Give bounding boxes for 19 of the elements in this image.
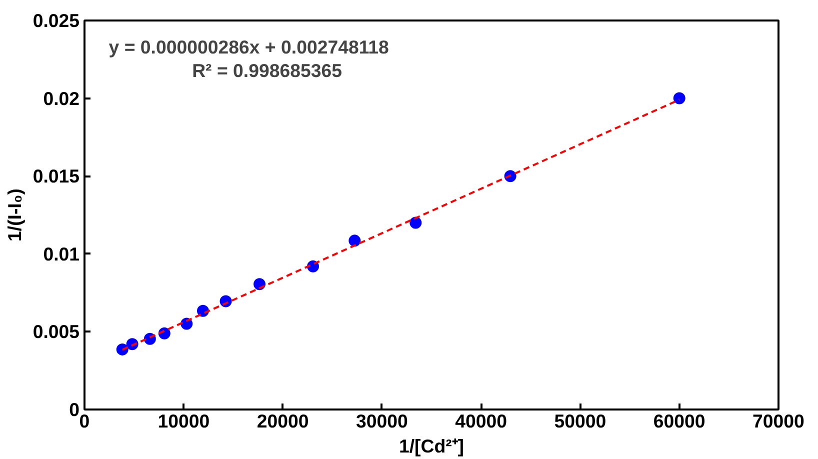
x-tick-label: 20000 <box>256 410 309 432</box>
y-tick-label: 0.02 <box>43 88 80 109</box>
point <box>348 234 361 247</box>
annotation: y = 0.000000286x + 0.002748118 <box>108 36 389 58</box>
y-tick-label: 0.005 <box>32 321 80 342</box>
x-tick-label: 60000 <box>653 410 706 432</box>
y-tick-label: 0.025 <box>32 10 80 31</box>
y-tick-label: 0.015 <box>32 166 80 187</box>
y-axis-title: 1/(I-I₀) <box>4 188 25 242</box>
annotation: R² = 0.998685365 <box>192 60 342 81</box>
x-axis-title: 1/[Cd²⁺] <box>398 436 464 456</box>
point <box>673 92 686 104</box>
x-tick-label: 10000 <box>158 410 210 432</box>
x-tick-label: 30000 <box>356 410 408 432</box>
point <box>410 216 422 229</box>
x-tick-label: 70000 <box>752 410 804 432</box>
x-tick-label: 40000 <box>455 410 508 432</box>
x-tick-label: 50000 <box>554 410 606 432</box>
y-tick-label: 0.01 <box>43 243 80 264</box>
